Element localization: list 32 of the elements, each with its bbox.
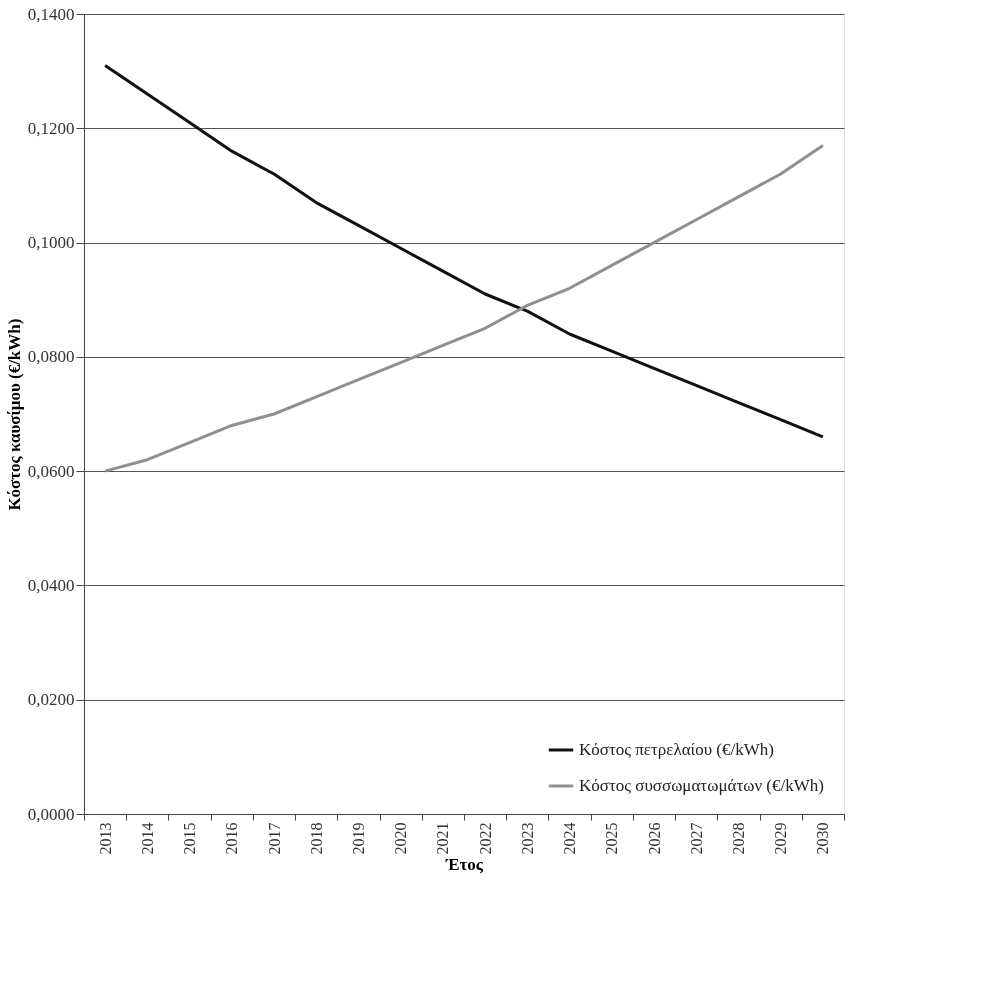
x-tick-label: 2019 bbox=[349, 822, 367, 855]
x-tick-label: 2027 bbox=[687, 822, 705, 855]
y-tick-label: 0,1200 bbox=[27, 118, 75, 138]
x-tick-label: 2025 bbox=[603, 822, 621, 855]
x-tick-label: 2026 bbox=[645, 822, 663, 855]
x-tick-label: 2029 bbox=[772, 822, 790, 855]
y-tick-label: 0,0600 bbox=[27, 461, 75, 481]
y-tick-label: 0,0800 bbox=[27, 347, 75, 367]
x-tick-label: 2022 bbox=[476, 822, 494, 855]
line-series bbox=[103, 63, 825, 439]
x-tick-label: 2024 bbox=[561, 822, 579, 855]
x-tick-label: 2015 bbox=[181, 822, 199, 855]
x-tick-label: 2013 bbox=[96, 822, 114, 855]
y-tick-label: 0,1400 bbox=[27, 4, 75, 24]
x-tick-label: 2017 bbox=[265, 822, 283, 855]
x-tick-label: 2020 bbox=[392, 822, 410, 855]
line-series bbox=[103, 143, 825, 473]
x-tick-label: 2016 bbox=[223, 822, 241, 855]
x-tick-label: 2030 bbox=[814, 822, 832, 855]
y-tick-label: 0,0000 bbox=[27, 804, 75, 824]
legend-label: Κόστος πετρελαίου (€/kWh) bbox=[579, 740, 774, 759]
y-tick-label: 0,1000 bbox=[27, 233, 75, 253]
x-tick-label: 2023 bbox=[518, 822, 536, 855]
x-tick-label: 2018 bbox=[307, 822, 325, 855]
x-tick-label: 2028 bbox=[729, 822, 747, 855]
x-tick-label: 2014 bbox=[138, 822, 156, 855]
y-axis-title: Κόστος καυσίμου (€/kWh) bbox=[4, 318, 24, 511]
x-axis-title: Έτος bbox=[444, 854, 484, 874]
x-tick-label: 2021 bbox=[434, 822, 452, 855]
y-tick-label: 0,0400 bbox=[27, 575, 75, 595]
y-tick-label: 0,0200 bbox=[27, 690, 75, 710]
legend-label: Κόστος συσσωματωμάτων (€/kWh) bbox=[579, 776, 824, 795]
